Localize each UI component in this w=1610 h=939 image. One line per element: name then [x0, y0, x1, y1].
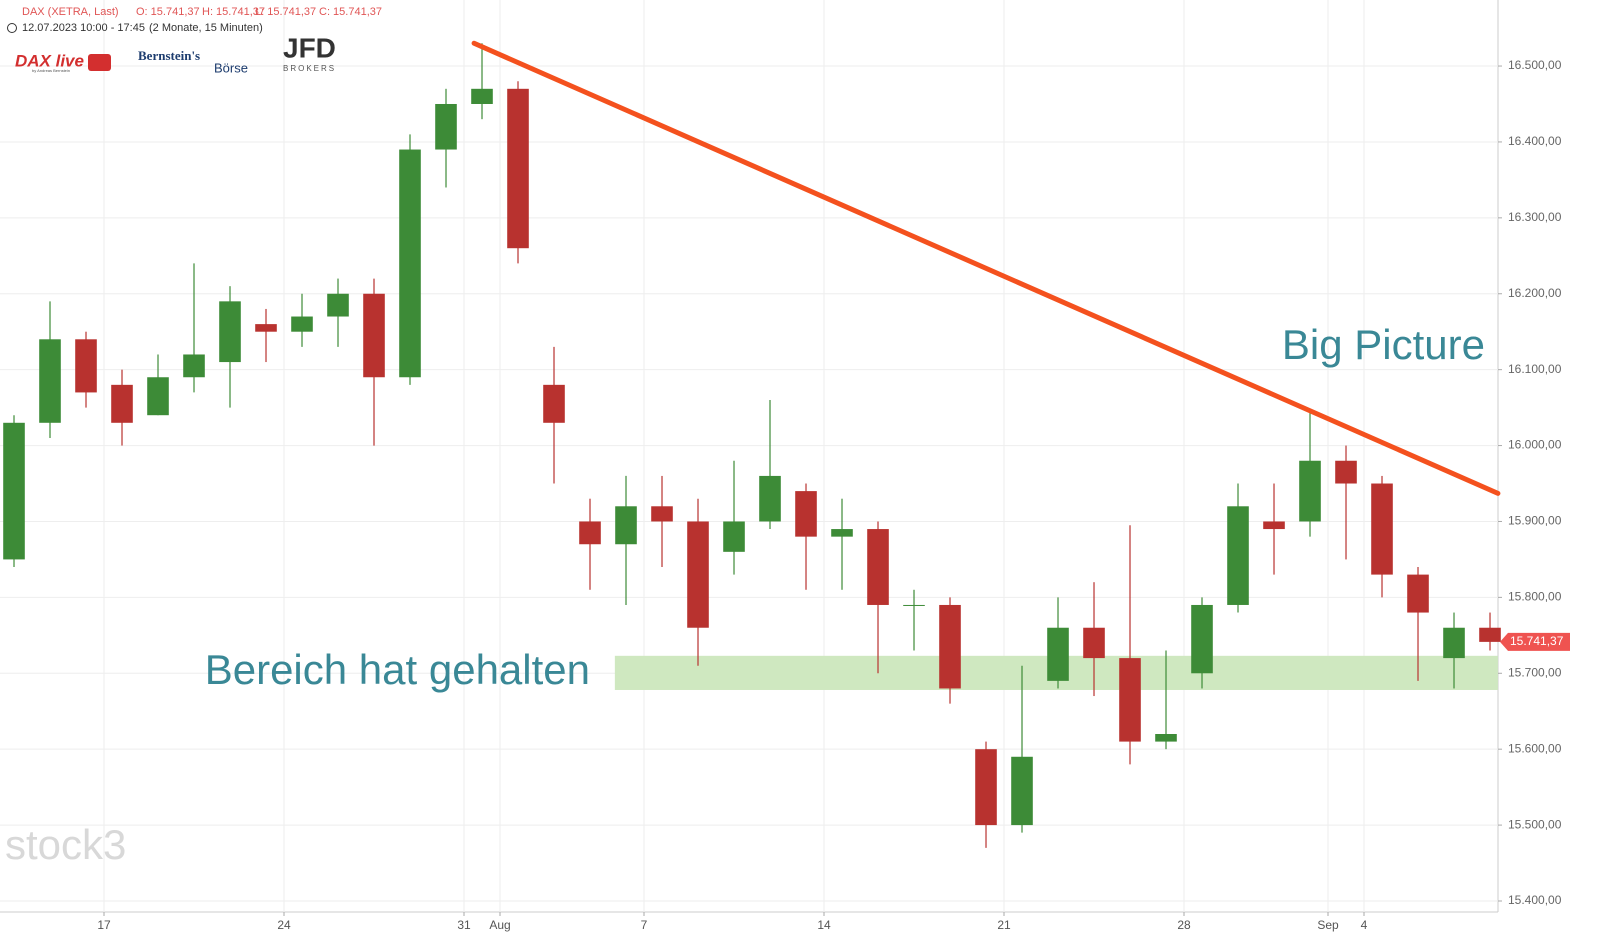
- low: L: 15.741,37: [255, 6, 316, 18]
- candle-body: [1479, 627, 1501, 642]
- candle-body: [327, 293, 349, 317]
- last-price-tag: [1500, 632, 1570, 651]
- candle-body: [1407, 574, 1429, 613]
- logo-jfd: JFD: [283, 32, 336, 63]
- header: DAX (XETRA, Last) O: 15.741,37 H: 15.741…: [7, 6, 382, 34]
- y-tick-label: 16.100,00: [1508, 362, 1562, 376]
- logo-bernstein: Bernstein's: [138, 48, 200, 63]
- logo-jfd-sub: BROKERS: [283, 64, 336, 73]
- candle-body: [183, 354, 205, 378]
- y-tick-label: 15.600,00: [1508, 741, 1562, 755]
- candle-body: [399, 149, 421, 378]
- candle-body: [1047, 627, 1069, 681]
- candle-body: [687, 521, 709, 628]
- candle-body: [1335, 460, 1357, 484]
- candle-body: [759, 475, 781, 522]
- candle-body: [111, 384, 133, 423]
- candle-body: [291, 316, 313, 332]
- x-tick-label: Sep: [1317, 918, 1339, 932]
- candle-body: [1155, 734, 1177, 742]
- x-tick-label: 21: [997, 918, 1011, 932]
- trendline: [471, 40, 1501, 496]
- y-tick-label: 15.500,00: [1508, 817, 1562, 831]
- candle-body: [1263, 521, 1285, 530]
- y-tick-label: 16.000,00: [1508, 438, 1562, 452]
- x-tick-label: 7: [641, 918, 648, 932]
- x-tick-label: 24: [277, 918, 291, 932]
- watermark: stock3: [5, 821, 126, 868]
- candle-body: [1083, 627, 1105, 659]
- annotation: Bereich hat gehalten: [205, 646, 590, 693]
- candle-body: [975, 749, 997, 826]
- logo-dax: DAX live: [15, 51, 84, 70]
- symbol: DAX (XETRA, Last): [22, 6, 119, 18]
- range: 12.07.2023 10:00 - 17:45: [22, 22, 145, 34]
- logo-boerse: Börse: [214, 60, 248, 75]
- last-price-label: 15.741,37: [1510, 634, 1564, 648]
- candle-body: [1371, 483, 1393, 575]
- candle-body: [579, 521, 601, 545]
- y-tick-label: 16.500,00: [1508, 58, 1562, 72]
- candle-body: [1299, 460, 1321, 522]
- candle-body: [3, 422, 25, 560]
- logo-dax-sub: by Andreas Bernstein: [32, 68, 70, 73]
- candle-body: [1191, 604, 1213, 674]
- candle-body: [75, 339, 97, 393]
- candle-body: [651, 506, 673, 522]
- candle-body: [1227, 506, 1249, 605]
- candle-body: [39, 339, 61, 423]
- candle-body: [795, 491, 817, 537]
- candle-body: [507, 88, 529, 249]
- candle-body: [471, 88, 493, 104]
- y-tick-label: 16.200,00: [1508, 286, 1562, 300]
- y-tick-label: 15.700,00: [1508, 665, 1562, 679]
- x-tick-label: 14: [817, 918, 831, 932]
- y-tick-label: 16.300,00: [1508, 210, 1562, 224]
- annotation: Big Picture: [1282, 321, 1485, 368]
- candle-body: [831, 529, 853, 537]
- candle-body: [939, 604, 961, 689]
- high: H: 15.741,37: [202, 6, 265, 18]
- y-tick-label: 15.400,00: [1508, 893, 1562, 907]
- candle-body: [1011, 756, 1033, 826]
- y-tick-label: 16.400,00: [1508, 134, 1562, 148]
- candle-body: [615, 506, 637, 545]
- candle-body: [723, 521, 745, 552]
- candle-body: [255, 324, 277, 332]
- close: C: 15.741,37: [319, 6, 382, 18]
- y-tick-label: 15.800,00: [1508, 590, 1562, 604]
- candle-body: [219, 301, 241, 363]
- candle-body: [903, 604, 925, 606]
- logos: DAX live by Andreas Bernstein Bernstein'…: [5, 32, 336, 868]
- logo-play: [88, 54, 111, 71]
- clock-icon: [7, 23, 17, 33]
- x-tick-label: 31: [457, 918, 471, 932]
- plot-area: [0, 0, 1501, 912]
- candle-body: [543, 384, 565, 423]
- x-tick-label: Aug: [489, 918, 510, 932]
- x-tick-label: 17: [97, 918, 111, 932]
- period: (2 Monate, 15 Minuten): [149, 22, 263, 34]
- x-tick-label: 4: [1361, 918, 1368, 932]
- candle-body: [1443, 627, 1465, 659]
- y-tick-label: 15.900,00: [1508, 514, 1562, 528]
- candle-body: [867, 529, 889, 605]
- open: O: 15.741,37: [136, 6, 200, 18]
- x-tick-label: 28: [1177, 918, 1191, 932]
- candle-body: [435, 103, 457, 150]
- candle-body: [147, 377, 169, 416]
- candle-body: [1119, 658, 1141, 742]
- candle-body: [363, 293, 385, 378]
